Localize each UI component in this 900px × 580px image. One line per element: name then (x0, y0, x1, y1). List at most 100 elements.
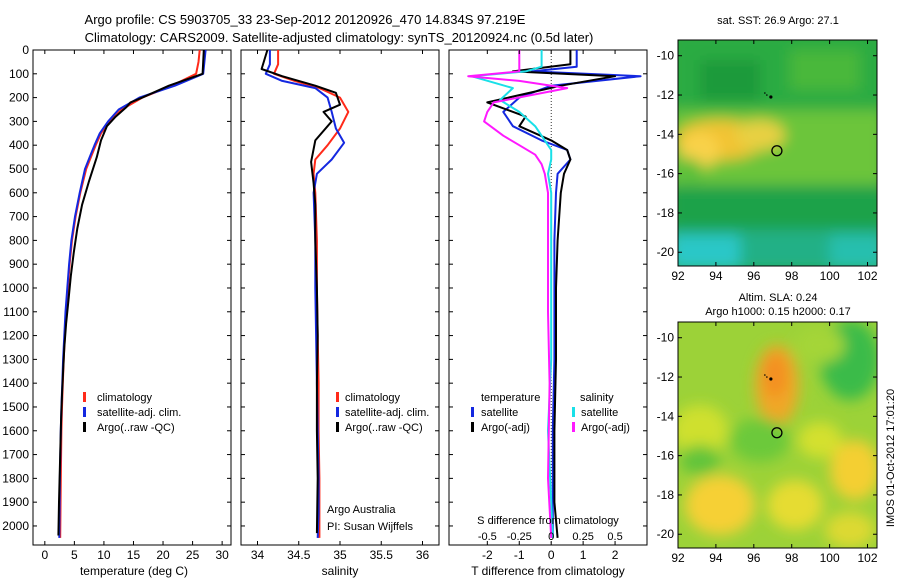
legend-swatch-temp-argo (471, 422, 474, 432)
depth-tick-label: 1200 (2, 329, 29, 343)
s-difference-label: S difference from climatology (477, 515, 619, 527)
depth-tick-label: 1900 (2, 495, 29, 509)
previous-profile-marker (769, 377, 773, 381)
imos-timestamp: IMOS 01-Oct-2012 17:01:20 (885, 389, 897, 527)
salinity-legend-argo: Argo(..raw -QC) (345, 422, 423, 434)
salinity-legend-satellite: satellite-adj. clim. (345, 407, 429, 419)
x-tick-label: 25 (186, 548, 200, 562)
depth-tick-label: 1400 (2, 376, 29, 390)
depth-tick-label: 0 (22, 43, 29, 57)
legend-swatch-climatology (83, 392, 86, 402)
depth-tick-label: 1300 (2, 352, 29, 366)
lon-tick-label: 100 (820, 269, 840, 283)
lat-tick-label: -14 (657, 127, 675, 141)
salinity-legend: climatology satellite-adj. clim. Argo(..… (336, 392, 429, 434)
series-line-argo-raw-qc- (260, 50, 341, 534)
sla-map-title-line2: Argo h1000: 0.15 h2000: 0.17 (705, 306, 851, 318)
lon-tick-label: 102 (858, 551, 878, 565)
x-tick-label: 20 (156, 548, 170, 562)
sst-map: sat. SST: 26.9 Argo: 27.1 -10 -12 -14 -16 -1… (657, 15, 878, 283)
previous-profile-marker (764, 374, 766, 376)
legend-swatch-argo (336, 422, 339, 432)
legend-swatch-sal-argo (572, 422, 575, 432)
x-tick-label: 30 (215, 548, 229, 562)
temperature-legend: climatology satellite-adj. clim. Argo(..… (83, 392, 181, 434)
x-tick-label: 0 (548, 548, 555, 562)
previous-profile-marker (766, 94, 768, 96)
header-title-line1: Argo profile: CS 5903705_33 23-Sep-2012 … (85, 12, 526, 27)
salinity-legend-climatology: climatology (345, 392, 401, 404)
x-tick-label: 5 (71, 548, 78, 562)
lat-tick-label: -12 (657, 88, 675, 102)
depth-tick-label: 300 (9, 114, 29, 128)
lat-tick-label: -10 (657, 49, 675, 63)
temperature-legend-argo: Argo(..raw -QC) (97, 422, 175, 434)
series-line-argo-raw-qc- (57, 50, 205, 536)
depth-tick-label: 100 (9, 67, 29, 81)
lat-tick-label: -16 (657, 449, 675, 463)
lon-tick-label: 102 (858, 269, 878, 283)
lon-tick-label: 98 (785, 551, 799, 565)
previous-profile-marker (764, 92, 766, 94)
lat-tick-label: -10 (657, 331, 675, 345)
lon-tick-label: 94 (709, 551, 723, 565)
sst-heatmap (678, 40, 877, 266)
difference-legend-temp-satellite: satellite (481, 407, 518, 419)
salinity-annotation-line2: PI: Susan Wijffels (327, 521, 413, 533)
x-tick-label: 1 (580, 548, 587, 562)
lat-tick-label: -12 (657, 370, 675, 384)
x-tick-label: 34.5 (287, 548, 311, 562)
s-difference-tick-label: 0 (548, 531, 554, 543)
salinity-profile-plot: 34 34.5 35 35.5 36 salinity climatology sate… (240, 49, 440, 578)
x-tick-label: -1 (514, 548, 525, 562)
series-line-climatology (273, 50, 350, 538)
lat-tick-label: -20 (657, 527, 675, 541)
temperature-xlabel: temperature (deg C) (80, 564, 188, 578)
lon-tick-label: 94 (709, 269, 723, 283)
argo-profile-location-marker (771, 427, 783, 439)
difference-legend-temp-argo: Argo(-adj) (481, 422, 530, 434)
lat-tick-label: -18 (657, 488, 675, 502)
x-tick-label: 34 (251, 548, 265, 562)
legend-heading-salinity: salinity (580, 392, 614, 404)
x-tick-label: 36 (416, 548, 430, 562)
temperature-legend-climatology: climatology (97, 392, 153, 404)
salinity-xlabel: salinity (322, 564, 359, 578)
depth-tick-label: 800 (9, 233, 29, 247)
header-title-line2: Climatology: CARS2009. Satellite-adjuste… (85, 30, 594, 45)
series-line-temperature-argo-adj- (486, 50, 617, 538)
sst-map-title: sat. SST: 26.9 Argo: 27.1 (717, 15, 839, 27)
legend-swatch-satellite (336, 407, 339, 417)
depth-tick-label: 1600 (2, 424, 29, 438)
depth-tick-label: 1000 (2, 281, 29, 295)
lat-tick-label: -20 (657, 245, 675, 259)
t-difference-xlabel: T difference from climatology (471, 564, 625, 578)
salinity-annotation-line1: Argo Australia (327, 504, 396, 516)
s-difference-tick-label: -0.5 (478, 531, 497, 543)
s-difference-tick-label: 0.5 (607, 531, 622, 543)
x-tick-label: 10 (97, 548, 111, 562)
depth-tick-label: 500 (9, 162, 29, 176)
lon-tick-label: 96 (747, 551, 761, 565)
lat-tick-label: -14 (657, 409, 675, 423)
x-tick-label: 0 (41, 548, 48, 562)
lon-tick-label: 96 (747, 269, 761, 283)
legend-swatch-climatology (336, 392, 339, 402)
temperature-profile-plot: 0100200300400500600700800900100011001200… (2, 43, 232, 578)
depth-tick-label: 1700 (2, 448, 29, 462)
depth-tick-label: 2000 (2, 519, 29, 533)
argo-profile-location-marker (771, 145, 783, 157)
lon-tick-label: 92 (671, 551, 685, 565)
lat-tick-label: -16 (657, 167, 675, 181)
difference-legend-sal-satellite: satellite (581, 407, 618, 419)
x-tick-label: 35 (333, 548, 347, 562)
depth-tick-label: 200 (9, 91, 29, 105)
depth-tick-label: 600 (9, 186, 29, 200)
s-difference-tick-label: 0.25 (572, 531, 593, 543)
x-tick-label: 2 (612, 548, 619, 562)
sla-map-title-line1: Altim. SLA: 0.24 (739, 292, 818, 304)
lon-tick-label: 100 (820, 551, 840, 565)
difference-legend: temperature salinity satellite Argo(-adj… (471, 392, 630, 434)
depth-tick-label: 1100 (3, 305, 29, 319)
